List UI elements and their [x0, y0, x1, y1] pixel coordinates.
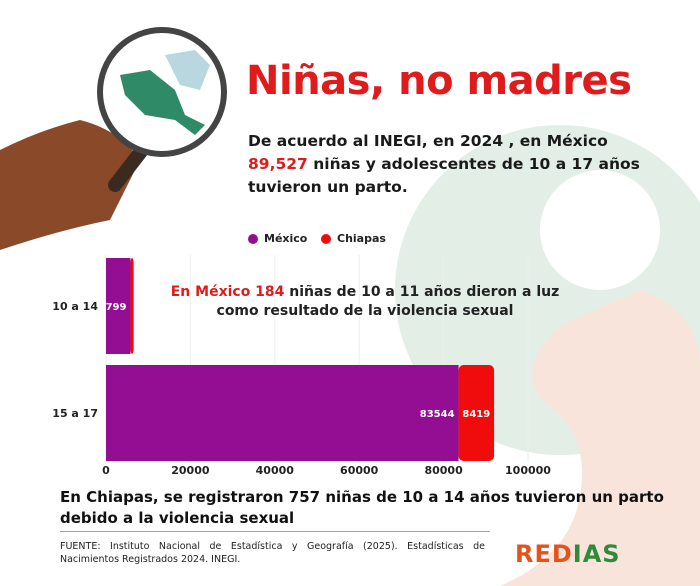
data-label: 5799: [99, 302, 127, 313]
annotation-highlight: En México 184: [170, 284, 285, 300]
intro-highlight: 89,527: [248, 155, 308, 173]
x-tick-label: 60000: [340, 464, 379, 477]
x-tick-label: 0: [102, 464, 110, 477]
legend-item-mexico: México: [248, 232, 307, 245]
bg-pink-shape: [500, 290, 700, 586]
data-label: 83544: [420, 409, 455, 420]
data-label: 8419: [462, 409, 490, 420]
chiapas-note: En Chiapas, se registraron 757 niñas de …: [60, 488, 664, 527]
intro-text: De acuerdo al INEGI, en 2024 , en México…: [248, 130, 648, 199]
legend-swatch-mexico: [248, 233, 258, 244]
redias-logo: REDIAS: [515, 540, 621, 568]
bar-chiapas-0: [130, 258, 134, 354]
magnifier-hand-illustration: [0, 27, 227, 250]
x-tick-label: 40000: [256, 464, 295, 477]
bar-méxico-1: [106, 365, 459, 461]
intro-after: niñas y adolescentes de 10 a 17 años tuv…: [248, 155, 640, 196]
bar-méxico-0: [106, 258, 131, 354]
x-tick-label: 100000: [505, 464, 551, 477]
bar-chiapas-1: [458, 365, 495, 461]
x-tick-label: 20000: [171, 464, 210, 477]
source-citation: FUENTE: Instituto Nacional de Estadístic…: [60, 541, 485, 565]
legend-label-mexico: México: [264, 232, 308, 245]
annotation-rest: niñas de 10 a 11 años dieron a luz como …: [216, 284, 560, 319]
category-label: 15 a 17: [52, 407, 98, 420]
mexico-map-icon: [120, 70, 205, 135]
divider: [60, 531, 490, 532]
chart-annotation: En México 184 niñas de 10 a 11 años dier…: [170, 283, 560, 321]
intro-before: De acuerdo al INEGI, en 2024 , en México: [248, 132, 608, 150]
x-tick-label: 80000: [424, 464, 463, 477]
legend-item-chiapas: Chiapas: [321, 232, 386, 245]
legend-swatch-chiapas: [321, 233, 331, 244]
legend-label-chiapas: Chiapas: [337, 232, 386, 245]
page-title: Niñas, no madres: [246, 58, 632, 104]
category-label: 10 a 14: [52, 300, 98, 313]
chiapas-highlight-icon: [165, 50, 210, 90]
